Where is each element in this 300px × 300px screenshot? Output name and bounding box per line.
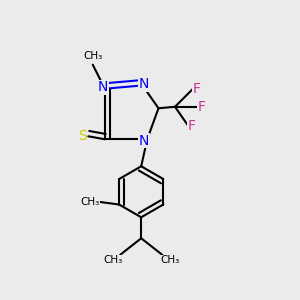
Text: N: N xyxy=(139,134,149,148)
Text: CH₃: CH₃ xyxy=(80,196,100,206)
Text: CH₃: CH₃ xyxy=(83,51,102,61)
Text: N: N xyxy=(139,77,149,91)
Text: F: F xyxy=(198,100,206,114)
Text: S: S xyxy=(78,129,87,143)
Text: N: N xyxy=(98,80,109,94)
Text: F: F xyxy=(188,119,196,133)
Text: CH₃: CH₃ xyxy=(160,255,179,265)
Text: CH₃: CH₃ xyxy=(103,255,122,265)
Text: F: F xyxy=(193,82,201,96)
